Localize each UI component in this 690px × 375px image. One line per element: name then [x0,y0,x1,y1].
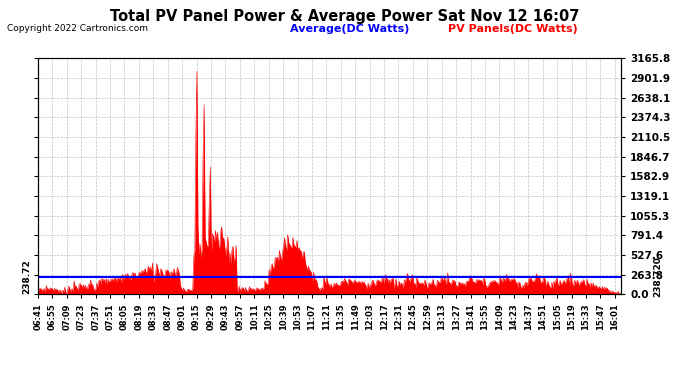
Text: 238.720: 238.720 [653,256,662,297]
Text: Average(DC Watts): Average(DC Watts) [290,24,409,34]
Text: Total PV Panel Power & Average Power Sat Nov 12 16:07: Total PV Panel Power & Average Power Sat… [110,9,580,24]
Text: 238.72: 238.72 [22,259,31,294]
Text: PV Panels(DC Watts): PV Panels(DC Watts) [448,24,578,34]
Text: Copyright 2022 Cartronics.com: Copyright 2022 Cartronics.com [7,24,148,33]
